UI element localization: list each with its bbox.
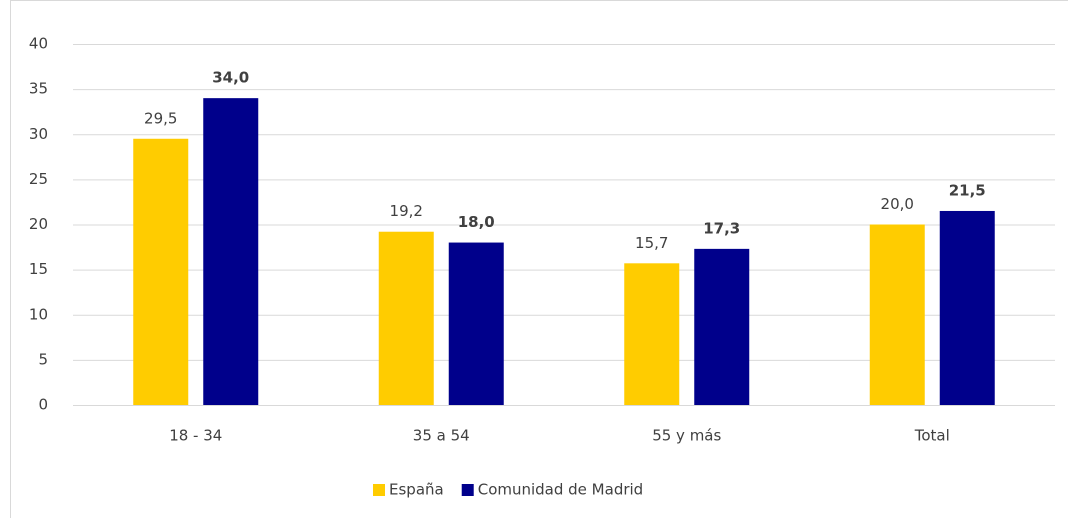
bar xyxy=(869,224,925,405)
chart-border xyxy=(10,0,1068,518)
bar xyxy=(939,210,995,405)
y-tick-label: 30 xyxy=(29,125,48,143)
value-label: 17,3 xyxy=(703,219,740,237)
value-label: 29,5 xyxy=(144,109,177,127)
value-label: 19,2 xyxy=(390,202,423,220)
y-tick-label: 20 xyxy=(29,215,48,233)
y-tick-label: 0 xyxy=(38,396,48,414)
bar xyxy=(378,231,434,405)
legend-label: España xyxy=(389,481,444,499)
bar xyxy=(624,263,680,405)
value-label: 34,0 xyxy=(212,69,249,87)
bar xyxy=(203,98,259,406)
legend-label: Comunidad de Madrid xyxy=(478,481,643,499)
y-tick-label: 15 xyxy=(29,260,48,278)
y-tick-label: 10 xyxy=(29,305,48,323)
value-label: 15,7 xyxy=(635,234,668,252)
value-label: 18,0 xyxy=(458,213,495,231)
legend-swatch xyxy=(373,484,385,496)
y-tick-label: 40 xyxy=(29,35,48,53)
y-tick-label: 25 xyxy=(29,170,48,188)
bar xyxy=(694,248,750,405)
bar xyxy=(448,242,504,405)
bar xyxy=(133,138,189,405)
y-tick-label: 5 xyxy=(38,350,48,368)
x-tick-label: 18 - 34 xyxy=(169,427,222,445)
legend-swatch xyxy=(461,484,474,496)
value-label: 21,5 xyxy=(949,181,986,199)
x-tick-label: Total xyxy=(914,427,950,445)
x-tick-label: 55 y más xyxy=(652,427,721,445)
value-label: 20,0 xyxy=(881,195,914,213)
x-tick-label: 35 a 54 xyxy=(413,427,470,445)
y-tick-label: 35 xyxy=(29,80,48,98)
